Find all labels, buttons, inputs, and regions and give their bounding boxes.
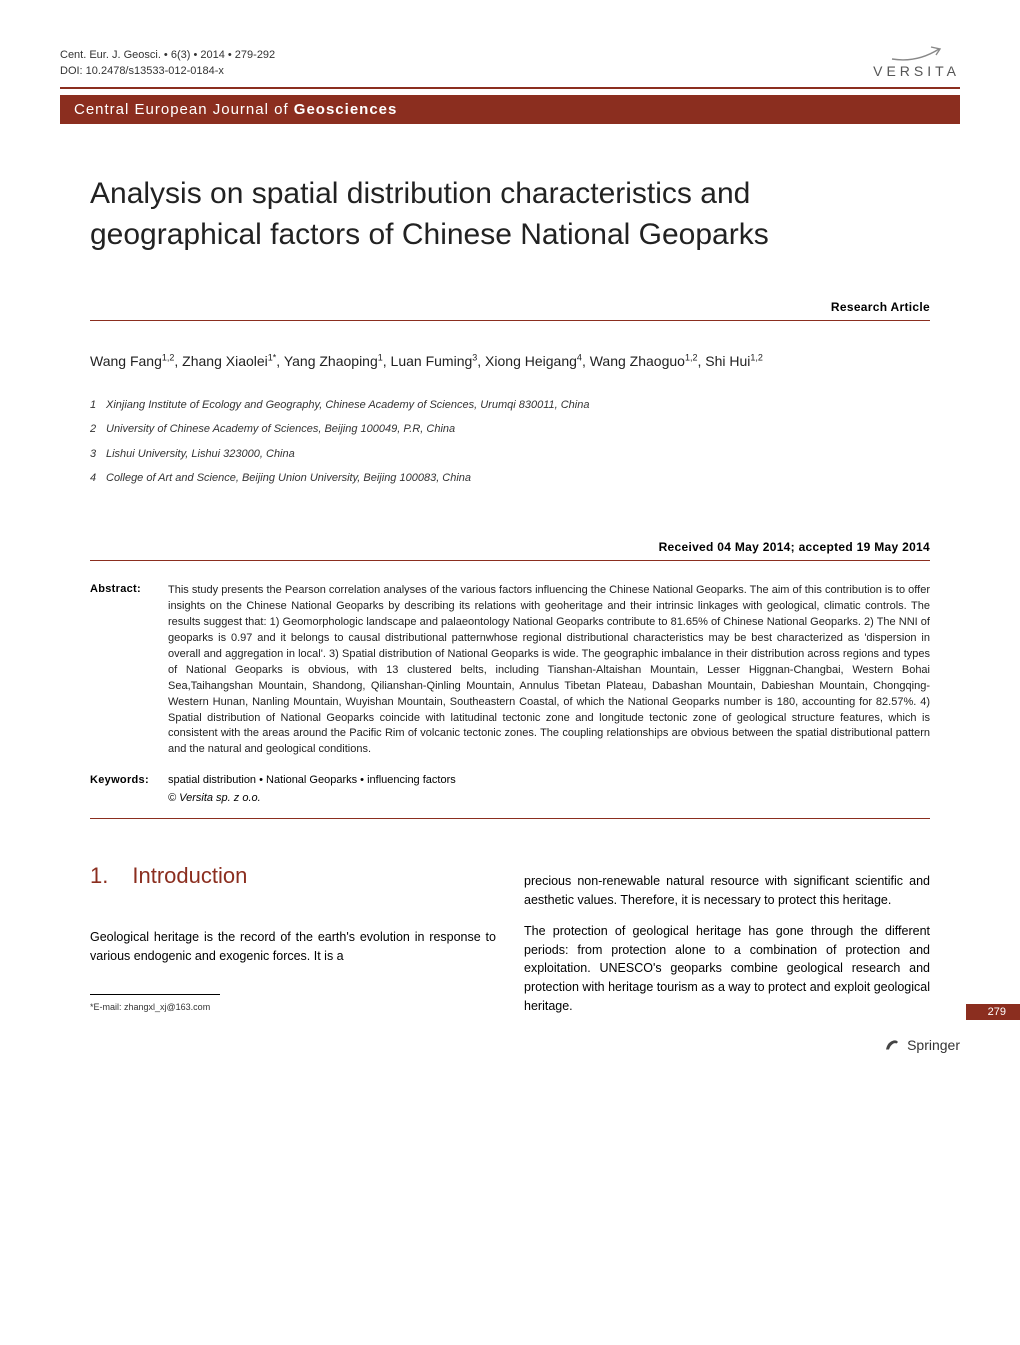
body-columns: 1. Introduction Geological heritage is th…: [90, 859, 930, 1028]
copyright: © Versita sp. z o.o.: [168, 792, 930, 804]
journal-bold: Geosciences: [294, 101, 398, 118]
journal-title-bar: Central European Journal of Geosciences: [60, 95, 960, 124]
column-left: 1. Introduction Geological heritage is th…: [90, 859, 496, 1028]
springer-logo: Springer: [883, 1036, 960, 1054]
abstract-block: Abstract: This study presents the Pearso…: [90, 583, 930, 758]
journal-prefix: Central European Journal of: [74, 101, 294, 118]
affiliation-1: 1Xinjiang Institute of Ecology and Geogr…: [90, 393, 930, 417]
section-1-number: 1.: [90, 863, 108, 888]
section-1-heading: 1. Introduction: [90, 859, 496, 892]
top-rule: [60, 87, 960, 89]
springer-horse-icon: [883, 1036, 901, 1054]
keywords-text: spatial distribution • National Geoparks…: [168, 774, 456, 786]
affiliations: 1Xinjiang Institute of Ecology and Geogr…: [90, 393, 930, 490]
footnote-rule: [90, 994, 220, 995]
rule-after-abstract: [90, 818, 930, 819]
rule-after-type: [90, 320, 930, 321]
citation-line-1: Cent. Eur. J. Geosci. • 6(3) • 2014 • 27…: [60, 48, 275, 63]
keywords-label: Keywords:: [90, 774, 168, 786]
page-number-badge: 279: [966, 1004, 1020, 1020]
abstract-label: Abstract:: [90, 583, 168, 758]
publisher-logo: VERSITA: [873, 45, 960, 79]
publisher-logo-text: VERSITA: [873, 63, 960, 79]
abstract-text: This study presents the Pearson correlat…: [168, 583, 930, 758]
keywords-block: Keywords: spatial distribution • Nationa…: [90, 774, 930, 786]
col2-para-1: precious non-renewable natural resource …: [524, 872, 930, 910]
footnote: *E-mail: zhangxl_xj@163.com: [90, 1001, 496, 1015]
col1-para-1: Geological heritage is the record of the…: [90, 928, 496, 966]
springer-text: Springer: [907, 1037, 960, 1053]
section-1-title: Introduction: [132, 863, 247, 888]
affiliation-4: 4College of Art and Science, Beijing Uni…: [90, 466, 930, 490]
citation-block: Cent. Eur. J. Geosci. • 6(3) • 2014 • 27…: [60, 48, 275, 79]
versita-swoosh-icon: [887, 45, 947, 63]
received-accepted-dates: Received 04 May 2014; accepted 19 May 20…: [90, 540, 930, 554]
citation-line-2: DOI: 10.2478/s13533-012-0184-x: [60, 64, 275, 79]
rule-after-dates: [90, 560, 930, 561]
article-type: Research Article: [90, 300, 930, 314]
column-right: precious non-renewable natural resource …: [524, 859, 930, 1028]
article-title: Analysis on spatial distribution charact…: [90, 174, 930, 255]
header: Cent. Eur. J. Geosci. • 6(3) • 2014 • 27…: [60, 45, 960, 79]
affiliation-2: 2University of Chinese Academy of Scienc…: [90, 417, 930, 441]
affiliation-3: 3Lishui University, Lishui 323000, China: [90, 442, 930, 466]
authors: Wang Fang1,2, Zhang Xiaolei1*, Yang Zhao…: [90, 351, 930, 371]
col2-para-2: The protection of geological heritage ha…: [524, 922, 930, 1016]
